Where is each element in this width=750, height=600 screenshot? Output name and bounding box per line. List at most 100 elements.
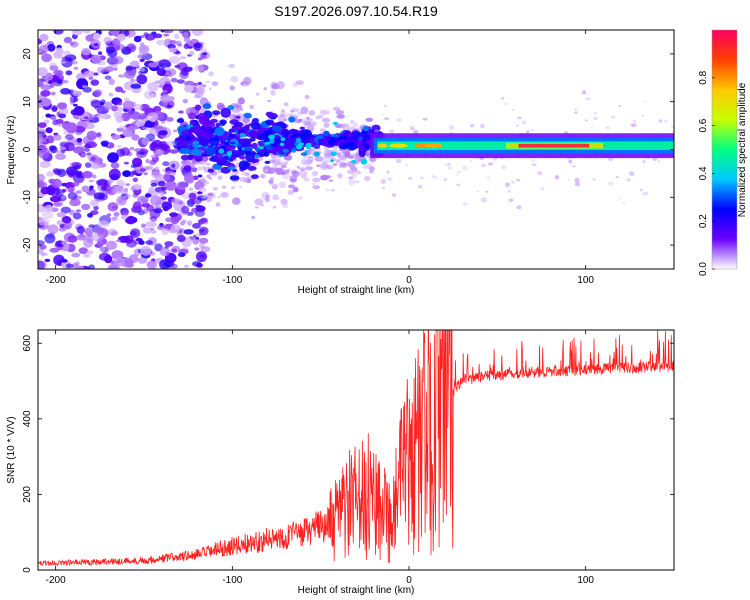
spectrogram-blob (148, 186, 156, 194)
spectrogram-blob (157, 180, 166, 187)
spectrogram-blob (249, 104, 255, 110)
spectrogram-blob (202, 248, 207, 251)
spectrogram-blob (141, 126, 147, 130)
spectrogram-blob (163, 206, 169, 212)
spectrogram-blob (133, 35, 142, 43)
spectrogram-blob (330, 189, 335, 192)
spectrogram-blob (47, 43, 56, 52)
spectrogram-blob (61, 195, 66, 200)
spectrogram-blob (191, 167, 198, 173)
spectrogram-blob (531, 159, 535, 162)
spectrogram-blob (304, 95, 310, 99)
spectrogram-x-tick-label: 100 (577, 275, 594, 286)
spectrogram-blob (320, 128, 324, 131)
spectrogram-blob (109, 173, 119, 180)
spectrogram-blob (629, 172, 636, 177)
spectrogram-blob (68, 187, 75, 193)
spectrogram-blob (664, 119, 668, 123)
spectrogram-blob (141, 46, 147, 51)
spectrogram-blob (356, 171, 362, 175)
spectrogram-blob (213, 187, 218, 191)
spectrogram-blob (97, 114, 106, 119)
spectrogram-blob (276, 198, 281, 200)
spectrogram-blob (109, 30, 120, 36)
spectrogram-blob (205, 147, 217, 156)
spectrogram-blob (101, 143, 109, 147)
spectrogram-blob (516, 205, 522, 210)
spectrogram-blob (642, 191, 649, 196)
spectrogram-blob (300, 152, 308, 156)
spectrogram-blob (158, 190, 165, 196)
spectrogram-blob (160, 94, 172, 103)
spectrogram-blob (192, 144, 200, 148)
spectrogram-blob (246, 179, 252, 183)
spectrogram-blob (396, 158, 402, 164)
spectrogram-blob (40, 90, 51, 97)
spectrogram-blob (485, 190, 489, 193)
spectrogram-blob (312, 170, 319, 177)
spectrogram-blob (224, 139, 229, 142)
spectrogram-blob (90, 79, 100, 86)
spectrogram-blob (168, 74, 173, 78)
spectrogram-blob (150, 218, 157, 222)
spectrogram-blob (194, 126, 200, 131)
spectrogram-blob (526, 130, 530, 133)
spectrogram-blob (537, 171, 540, 174)
spectrogram-blob (280, 161, 288, 166)
spectrogram-blob (192, 238, 200, 245)
spectrogram-blob (136, 74, 148, 85)
spectrogram-blob (201, 196, 206, 199)
spectrogram-blob (146, 112, 159, 122)
spectrogram-blob (159, 149, 165, 155)
spectrogram-blob (88, 76, 94, 80)
spectrogram-blob (158, 59, 168, 65)
spectrogram-blob (86, 130, 97, 141)
spectrogram-blob (202, 194, 208, 199)
spectrogram-blob (258, 146, 264, 150)
spectrogram-blob (90, 156, 96, 161)
spectrogram-blob (189, 126, 196, 132)
spectrogram-blob (51, 106, 58, 112)
spectrogram-blob (356, 139, 364, 145)
spectrogram-blob (175, 181, 188, 190)
spectrogram-blob (608, 157, 613, 162)
spectrogram-blob (86, 152, 92, 156)
spectrogram-blob (325, 188, 330, 192)
spectrogram-x-label: Height of straight line (km) (298, 285, 415, 296)
spectrogram-blob (288, 138, 296, 144)
spectrogram-blob (384, 104, 387, 107)
spectrogram-blob (132, 66, 137, 70)
spectrogram-blob (568, 159, 573, 164)
spectrogram-blob (508, 189, 511, 192)
spectrogram-blob (187, 46, 193, 49)
spectrogram-blob (574, 181, 581, 187)
spectrogram-blob (65, 70, 73, 76)
spectrogram-blob (191, 30, 204, 37)
spectrogram-blob (194, 247, 200, 251)
spectrogram-x-tick-label: -200 (46, 275, 66, 286)
spectrogram-blob (182, 32, 189, 38)
carrier-peak (518, 143, 590, 148)
spectrogram-blob (132, 177, 138, 183)
spectrogram-blob (194, 161, 202, 165)
spectrogram-blob (106, 46, 116, 54)
spectrogram-blob (169, 212, 178, 217)
spectrogram-blob (147, 82, 159, 92)
spectrogram-blob (199, 243, 205, 249)
spectrogram-blob (97, 66, 105, 74)
spectrogram-y-tick-label: -10 (22, 190, 33, 205)
spectrogram-blob (69, 198, 81, 207)
spectrogram-x-ticks: -200 -100 0 100 (46, 30, 594, 286)
spectrogram-blob (235, 115, 241, 119)
spectrogram-blob (199, 83, 206, 91)
spectrogram-blob (214, 127, 225, 137)
spectrogram-blob (38, 217, 50, 226)
spectrogram-blob (84, 162, 92, 168)
spectrogram-blob (330, 159, 334, 163)
spectrogram-blob (567, 178, 570, 181)
spectrogram-blob (607, 181, 614, 186)
spectrogram-blob (237, 97, 245, 105)
spectrogram-blob (50, 91, 56, 96)
spectrogram-blob (282, 203, 289, 209)
spectrogram-blob (245, 141, 251, 144)
